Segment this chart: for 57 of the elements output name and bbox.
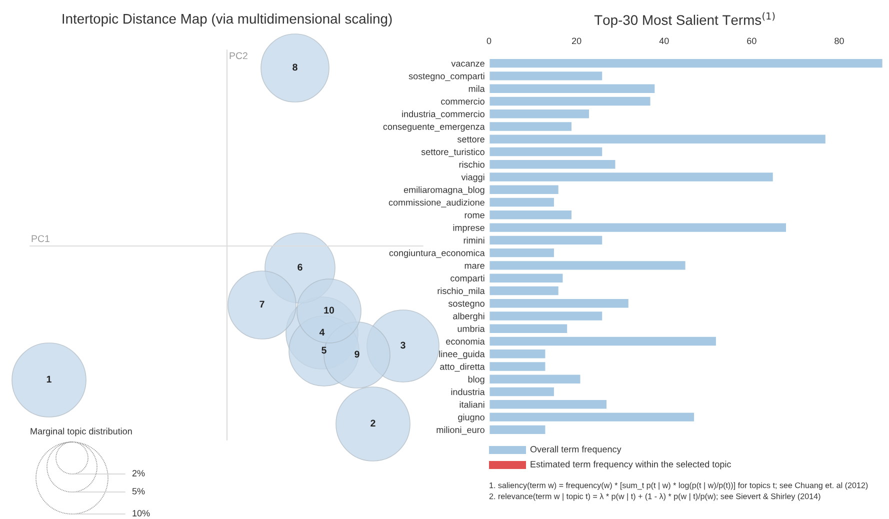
y-tick-label: mare xyxy=(464,264,484,269)
y-tick-label: blog xyxy=(468,376,484,384)
y-tick-label: giugno xyxy=(458,414,484,422)
text: Intertopic Distance Map (via multidimensional scaling) xyxy=(62,14,392,26)
y-tick-label: atto_diretta xyxy=(440,363,485,372)
y-tick-label: emiliaromagna_blog xyxy=(404,186,484,195)
text: 9 xyxy=(354,350,360,358)
y-tick-label: mila xyxy=(468,85,485,92)
y-tick-label: linee_guida xyxy=(439,350,485,360)
y-tick-label: conseguente_emergenza xyxy=(383,124,485,132)
legend-label: Estimated term frequency within the selected topic xyxy=(530,460,731,470)
text: 5% xyxy=(132,488,145,494)
y-tick-label: alberghi xyxy=(453,312,484,322)
text: 2 xyxy=(370,420,376,427)
text: 10% xyxy=(132,510,150,516)
text: 1 xyxy=(46,376,52,383)
y-tick-label: commissione_audizione xyxy=(388,199,484,208)
y-tick-label: rome xyxy=(464,213,484,218)
x-tick-label: 60 xyxy=(747,38,756,44)
y-tick-label: comparti xyxy=(450,274,484,284)
y-tick-label: congiuntura_economica xyxy=(389,250,485,258)
legend-title: Marginal topic distribution xyxy=(30,428,132,436)
text: 8 xyxy=(292,64,298,71)
y-tick-label: imprese xyxy=(453,224,484,233)
y-tick-label: settore xyxy=(457,136,484,142)
y-tick-label: umbria xyxy=(458,325,485,332)
y-tick-label: rischio xyxy=(459,161,484,168)
x-tick-label: 80 xyxy=(834,38,844,44)
text: 1. saliency(term w) = frequency(w) * [sum_t p(t | w) * log(p(t | w)/p(t))] for topics t; see Chuang et. al (2012) xyxy=(490,482,868,490)
y-tick-label: rimini xyxy=(464,236,484,244)
y-tick-label: vacanze xyxy=(451,62,484,67)
y-tick-label: commercio xyxy=(441,98,484,105)
x-tick-label: 40 xyxy=(659,38,669,44)
y-tick-label: sostegno_comparti xyxy=(408,72,484,82)
text: 10 xyxy=(324,306,334,314)
y-tick-label: viaggi xyxy=(461,174,484,182)
y-tick-label: rischio_mila xyxy=(438,287,485,296)
text: 3 xyxy=(400,342,406,349)
text: 6 xyxy=(298,264,302,271)
legend-label: Overall term frequency xyxy=(530,446,622,454)
x-tick-label: 20 xyxy=(572,38,582,44)
x-tick-label: 0 xyxy=(486,38,492,44)
text: PC1 xyxy=(32,235,50,242)
text: 2% xyxy=(132,470,145,476)
text: 7 xyxy=(260,300,264,308)
y-tick-label: italiani xyxy=(460,401,484,408)
text: 5 xyxy=(322,346,326,354)
text: 2. relevance(term w | topic t) = λ * p(w | t) + (1 - λ) * p(w | t)/p(w); see Sievert & Shirley (2014) xyxy=(489,493,820,501)
y-tick-label: settore_turistico xyxy=(421,148,484,157)
text: 4 xyxy=(319,328,325,336)
y-tick-label: industria xyxy=(451,388,485,396)
y-tick-label: milioni_euro xyxy=(436,426,484,435)
chart-title: Top-30 Most Salient Terms$^{(1)}$ xyxy=(594,12,775,28)
text: PC2 xyxy=(230,52,248,60)
y-tick-label: industria_commercio xyxy=(402,110,484,119)
y-tick-label: sostegno xyxy=(448,300,484,308)
y-tick-label: economia xyxy=(446,338,485,345)
